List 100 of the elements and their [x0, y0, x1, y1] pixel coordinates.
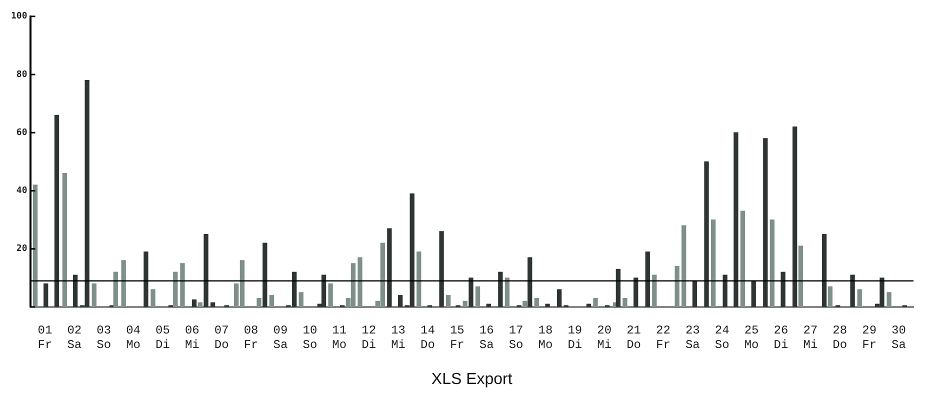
bar — [616, 268, 621, 307]
bar — [387, 228, 392, 307]
x-tick-label: 04 Mo — [126, 323, 140, 352]
bar — [534, 298, 539, 307]
x-tick-label: 23 Sa — [685, 323, 700, 352]
bar — [398, 295, 403, 307]
x-tick-label: 17 So — [508, 323, 524, 352]
bar — [522, 300, 528, 307]
bar — [210, 302, 216, 307]
bar — [722, 274, 728, 307]
bar — [504, 278, 510, 307]
bar — [692, 280, 698, 307]
bar — [462, 300, 468, 307]
y-tick-label: 40 — [16, 186, 28, 196]
bar — [822, 234, 827, 307]
bar — [150, 289, 156, 307]
bar — [556, 289, 562, 307]
x-tick-label: 28 Do — [832, 323, 848, 352]
bar — [269, 295, 274, 307]
x-tick-label: 13 Mi — [391, 323, 406, 352]
bar — [634, 278, 638, 307]
x-tick-label: 20 Mi — [597, 323, 612, 352]
bar — [328, 283, 333, 307]
bar — [886, 292, 892, 307]
bar — [416, 251, 422, 307]
x-tick-label: 27 Mi — [803, 323, 818, 352]
x-tick-label: 22 Fr — [656, 323, 670, 352]
bar — [740, 210, 746, 307]
bar — [682, 225, 686, 307]
bar — [173, 272, 178, 307]
bar — [298, 292, 304, 307]
bar — [113, 272, 118, 307]
bar — [545, 304, 550, 307]
bar — [798, 246, 804, 307]
bar — [528, 257, 532, 307]
bar — [468, 278, 474, 307]
bar — [593, 298, 598, 307]
bar — [486, 304, 491, 307]
bar — [72, 274, 78, 307]
x-tick-label: 12 Di — [362, 323, 376, 352]
x-tick-label: 18 Mo — [538, 323, 553, 352]
bar — [586, 304, 592, 307]
bar — [192, 299, 197, 307]
bar — [622, 298, 628, 307]
bar — [439, 231, 444, 307]
y-tick-label: 60 — [16, 128, 28, 138]
bar — [674, 266, 680, 307]
x-tick-label: 09 Sa — [273, 323, 288, 352]
x-tick-label: 19 Di — [568, 323, 582, 352]
bar — [358, 257, 362, 307]
x-tick-label: 16 Sa — [479, 323, 494, 352]
x-tick-label: 26 Di — [774, 323, 788, 352]
bar — [121, 260, 126, 307]
x-tick-label: 01 Fr — [38, 323, 52, 352]
bar — [256, 298, 262, 307]
bar — [828, 286, 832, 307]
x-tick-label: 08 Fr — [244, 323, 258, 352]
bar — [734, 132, 738, 307]
bar — [180, 263, 185, 307]
bar — [54, 114, 60, 307]
x-tick-label: 03 So — [96, 323, 112, 352]
x-tick-label: 06 Mi — [184, 323, 200, 352]
bar — [92, 283, 96, 307]
bar — [144, 251, 148, 307]
bar — [751, 280, 756, 307]
x-tick-label: 07 Do — [214, 323, 229, 352]
bar — [645, 251, 650, 307]
bar — [850, 274, 855, 307]
bar — [792, 126, 798, 307]
x-tick-label: 29 Fr — [862, 323, 877, 352]
x-tick-label: 10 So — [302, 323, 318, 352]
bar — [704, 161, 709, 307]
x-tick-label: 15 Fr — [450, 323, 464, 352]
x-tick-label: 24 So — [714, 323, 730, 352]
bar — [446, 295, 451, 307]
bar — [62, 172, 68, 307]
y-tick-label: 20 — [16, 244, 28, 254]
bar — [780, 272, 786, 307]
bar — [763, 138, 768, 307]
bar — [710, 219, 716, 307]
x-tick-label: 14 Do — [420, 323, 435, 352]
bar — [652, 274, 657, 307]
x-tick-label: 11 Mo — [332, 323, 347, 352]
bar — [321, 274, 326, 307]
bar — [198, 302, 202, 307]
x-tick-label: 02 Sa — [67, 323, 82, 352]
bar — [770, 219, 774, 307]
y-tick-label: 80 — [16, 70, 28, 80]
bar — [262, 242, 268, 307]
x-tick-label: 30 Sa — [892, 323, 906, 352]
y-tick-label: 100 — [10, 12, 28, 22]
bar — [857, 289, 862, 307]
bar — [44, 283, 48, 307]
x-tick-label: 05 Di — [156, 323, 170, 352]
bar — [475, 286, 480, 307]
x-axis-title: XLS Export — [431, 370, 513, 388]
bar — [498, 272, 503, 307]
bar — [204, 234, 208, 307]
bar — [32, 184, 38, 307]
x-tick-label: 25 Mo — [744, 323, 759, 352]
